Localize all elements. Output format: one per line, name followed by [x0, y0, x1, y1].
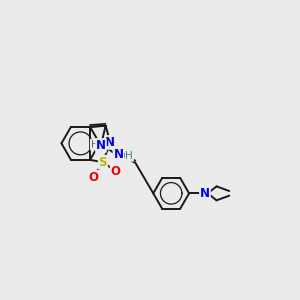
Text: S: S [99, 156, 107, 169]
Text: O: O [88, 171, 98, 184]
Text: N: N [105, 136, 115, 149]
Text: H: H [125, 151, 133, 161]
Text: N: N [200, 187, 210, 200]
Text: N: N [96, 139, 106, 152]
Text: O: O [111, 164, 121, 178]
Text: H: H [91, 140, 98, 149]
Text: N: N [113, 148, 123, 161]
